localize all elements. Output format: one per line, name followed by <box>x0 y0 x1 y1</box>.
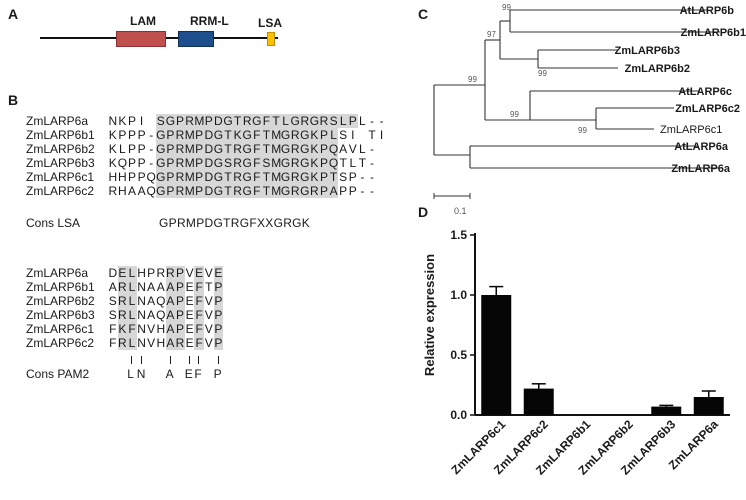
leaf-label: AtLARP6a <box>674 141 729 153</box>
leaf-label: ZmLARP6c2 <box>675 103 740 115</box>
leaf-label-highlighted: ZmLARP6c1 <box>660 124 722 136</box>
tree-branches <box>433 9 722 169</box>
pam2-alignment: ZmLARP6a D E L H P R R P V E V E ZmLARP6b1 A R L N A A A P E F T… <box>26 266 406 366</box>
expression-bar-chart: 0.00.51.01.5 ZmLARP6c1ZmLARP6c2ZmLARP6b1… <box>422 228 730 478</box>
panel-label-c: C <box>418 6 429 22</box>
y-tick-label: 1.0 <box>450 288 467 302</box>
sequence-name: ZmLARP6b1 <box>26 128 95 142</box>
lsa-alignment: ZmLARP6a N K P I S G P R M P D G T R G F T L G R G R S L P L - - ZmL… <box>26 114 406 234</box>
rrm-domain-box <box>178 31 214 47</box>
alignment-row: ZmLARP6b1 A R L N A A A P E F T P <box>26 280 224 294</box>
sequence-name: ZmLARP6c1 <box>26 170 95 184</box>
alignment-row: ZmLARP6b3 K Q P P - G P R M P D G S R G F S M G R G K P Q T L T - <box>26 156 374 170</box>
cons-lsa-sequence: GPRMPDGTRGFXXGRGK <box>159 216 311 230</box>
phylogenetic-tree: AtLARP6b ZmLARP6b1 ZmLARP6b3 ZmLARP6b2 A… <box>433 3 746 199</box>
y-tick-label: 0.0 <box>450 408 467 422</box>
alignment-row: ZmLARP6c2 R H A A Q G P R M P D G T R G F T M G R G R P A P P - - <box>26 184 374 198</box>
alignment-row: ZmLARP6c1 H H P P Q G P R M P D G T R G F T M G R G K P T S P - - <box>26 170 374 184</box>
alignment-row: ZmLARP6c2 F R L N V H A R E F V P <box>26 336 224 350</box>
leaf-label: ZmLARP6b1 <box>681 27 746 39</box>
cons-pam2-residue: E <box>184 367 193 381</box>
alignment-row: ZmLARP6b3 S R L N A Q A P E F V P <box>26 308 224 322</box>
sequence-name: ZmLARP6c2 <box>26 336 95 350</box>
scale-bar-label: 0.1 <box>454 206 467 216</box>
y-tick-label: 0.5 <box>450 348 467 362</box>
panel-label-b: B <box>8 92 19 108</box>
bar <box>651 406 682 415</box>
sequence-name: ZmLARP6b2 <box>26 294 95 308</box>
cons-pam2-label: Cons PAM2 <box>26 367 90 381</box>
conservation-tick <box>217 356 219 364</box>
bootstrap-value: 99 <box>510 110 519 119</box>
cons-lsa-label: Cons LSA <box>26 216 81 230</box>
alignment-row: ZmLARP6a D E L H P R R P V E V E <box>26 266 224 280</box>
bootstrap-value: 97 <box>487 30 496 39</box>
sequence-name: ZmLARP6c2 <box>26 184 95 198</box>
leaf-label: AtLARP6b <box>680 5 735 17</box>
alignment-row: ZmLARP6b2 S R L N A Q A P E F V P <box>26 294 224 308</box>
leaf-label: ZmLARP6a <box>671 163 731 175</box>
conservation-tick <box>140 356 142 364</box>
sequence-name: ZmLARP6b1 <box>26 280 95 294</box>
conservation-tick <box>198 356 200 364</box>
sequence-name: ZmLARP6a <box>26 266 89 280</box>
panel-label-d: D <box>418 204 429 220</box>
y-tick-label: 1.5 <box>450 228 467 242</box>
lsa-label: LSA <box>258 16 282 30</box>
bootstrap-value: 99 <box>578 126 587 135</box>
leaf-label: ZmLARP6b2 <box>625 63 690 75</box>
cons-pam2-residue: P <box>213 367 222 381</box>
sequence-name: ZmLARP6b3 <box>26 156 95 170</box>
leaf-label: AtLARP6c <box>678 86 732 98</box>
sequence-name: ZmLARP6b3 <box>26 308 95 322</box>
domain-architecture: LAM RRM-L LSA <box>38 14 288 54</box>
sequence-name: ZmLARP6a <box>26 114 89 128</box>
cons-pam2-residue: A <box>165 367 174 381</box>
leaf-label: ZmLARP6b3 <box>615 45 680 57</box>
bar <box>693 397 724 415</box>
bar <box>481 295 512 415</box>
conservation-tick <box>169 356 171 364</box>
lam-label: LAM <box>130 14 156 28</box>
cons-pam2: Cons PAM2 L N A E F P <box>26 356 326 396</box>
sequence-name: ZmLARP6b2 <box>26 142 95 156</box>
alignment-row: ZmLARP6b2 K L P P - G P R M P D G T R G F T M G R G K P Q A V L - <box>26 142 374 156</box>
lam-domain-box <box>116 31 166 47</box>
bootstrap-value: 99 <box>468 75 477 84</box>
panel-label-a: A <box>8 6 19 22</box>
rrm-label: RRM-L <box>190 14 229 28</box>
y-axis-label: Relative expression <box>422 254 437 376</box>
alignment-row: ZmLARP6c1 F K F N V H A P E F V P <box>26 322 224 336</box>
cons-pam2-residue: L <box>127 367 134 381</box>
lsa-domain-box <box>267 32 275 46</box>
conservation-tick <box>131 356 133 364</box>
cons-pam2-residue: N <box>136 367 146 381</box>
scale-bar <box>433 193 471 199</box>
cons-pam2-residue: F <box>194 367 202 381</box>
bar <box>523 388 554 415</box>
sequence-name: ZmLARP6c1 <box>26 322 95 336</box>
bootstrap-value: 99 <box>502 3 511 12</box>
conservation-tick <box>188 356 190 364</box>
bootstrap-value: 99 <box>538 69 547 78</box>
